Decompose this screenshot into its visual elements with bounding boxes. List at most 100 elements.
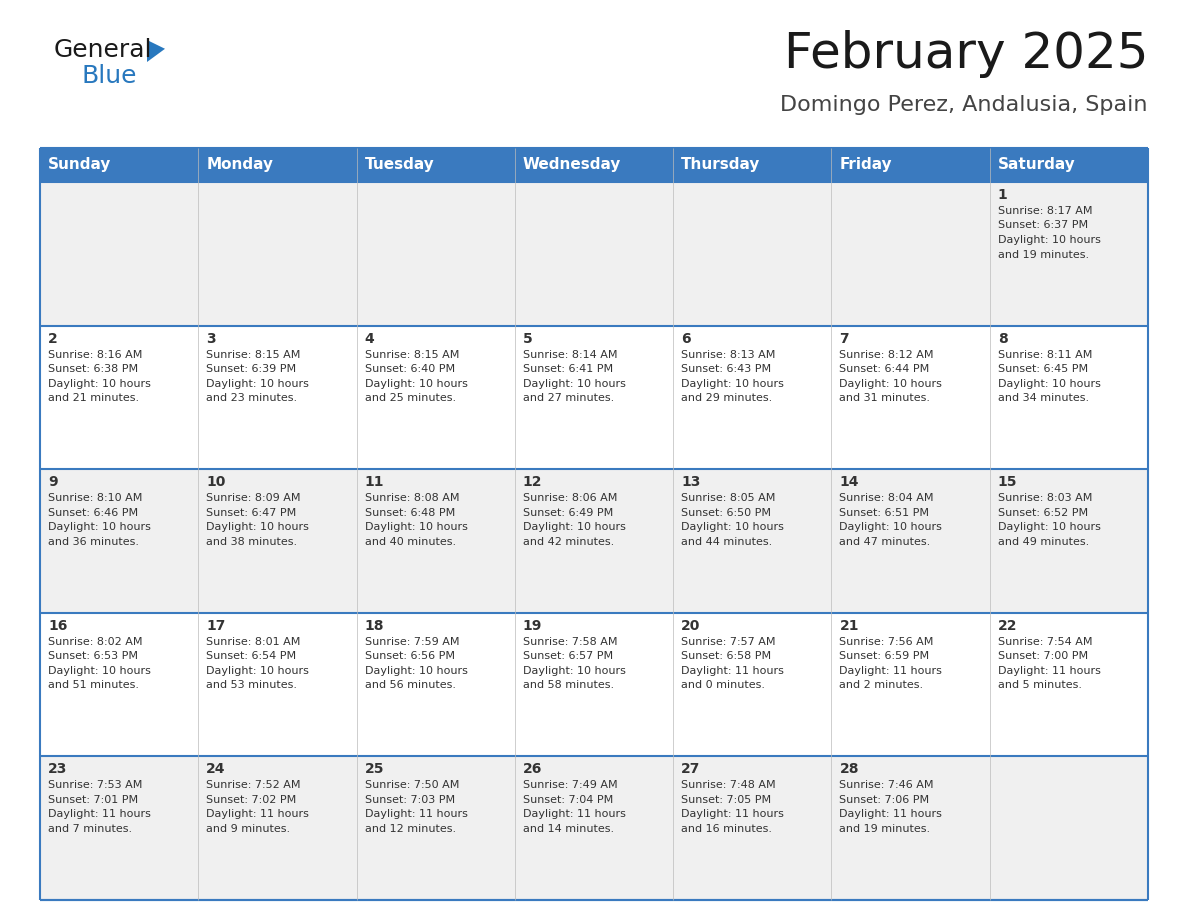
- Text: Daylight: 11 hours: Daylight: 11 hours: [207, 810, 309, 820]
- Text: Sunset: 6:57 PM: Sunset: 6:57 PM: [523, 651, 613, 661]
- Text: 7: 7: [840, 331, 849, 345]
- Text: Sunrise: 8:12 AM: Sunrise: 8:12 AM: [840, 350, 934, 360]
- Text: and 2 minutes.: and 2 minutes.: [840, 680, 923, 690]
- Text: Sunset: 7:04 PM: Sunset: 7:04 PM: [523, 795, 613, 805]
- Text: and 21 minutes.: and 21 minutes.: [48, 393, 139, 403]
- Text: and 12 minutes.: and 12 minutes.: [365, 823, 456, 834]
- Text: Daylight: 10 hours: Daylight: 10 hours: [207, 666, 309, 676]
- Text: Daylight: 11 hours: Daylight: 11 hours: [840, 666, 942, 676]
- Text: and 36 minutes.: and 36 minutes.: [48, 537, 139, 547]
- Text: Sunset: 6:37 PM: Sunset: 6:37 PM: [998, 220, 1088, 230]
- Text: Saturday: Saturday: [998, 158, 1075, 173]
- Text: Daylight: 10 hours: Daylight: 10 hours: [681, 522, 784, 532]
- Text: 9: 9: [48, 476, 58, 489]
- Text: Sunrise: 8:01 AM: Sunrise: 8:01 AM: [207, 637, 301, 647]
- Text: Sunset: 6:56 PM: Sunset: 6:56 PM: [365, 651, 455, 661]
- Text: Daylight: 10 hours: Daylight: 10 hours: [365, 522, 467, 532]
- Text: 11: 11: [365, 476, 384, 489]
- Text: Tuesday: Tuesday: [365, 158, 435, 173]
- Text: Daylight: 10 hours: Daylight: 10 hours: [523, 522, 626, 532]
- Text: and 34 minutes.: and 34 minutes.: [998, 393, 1089, 403]
- Text: and 19 minutes.: and 19 minutes.: [998, 250, 1089, 260]
- Text: Sunset: 7:00 PM: Sunset: 7:00 PM: [998, 651, 1088, 661]
- Text: Sunset: 6:44 PM: Sunset: 6:44 PM: [840, 364, 930, 375]
- Text: Sunset: 6:45 PM: Sunset: 6:45 PM: [998, 364, 1088, 375]
- Text: 13: 13: [681, 476, 701, 489]
- Text: Daylight: 10 hours: Daylight: 10 hours: [207, 522, 309, 532]
- Text: Sunrise: 8:15 AM: Sunrise: 8:15 AM: [365, 350, 459, 360]
- Text: and 38 minutes.: and 38 minutes.: [207, 537, 297, 547]
- Text: February 2025: February 2025: [784, 30, 1148, 78]
- Text: Daylight: 10 hours: Daylight: 10 hours: [840, 378, 942, 388]
- Text: Sunrise: 7:49 AM: Sunrise: 7:49 AM: [523, 780, 618, 790]
- Text: Sunset: 7:03 PM: Sunset: 7:03 PM: [365, 795, 455, 805]
- Bar: [40, 182, 1148, 326]
- Text: and 29 minutes.: and 29 minutes.: [681, 393, 772, 403]
- Text: Daylight: 10 hours: Daylight: 10 hours: [998, 522, 1100, 532]
- Text: Sunrise: 7:58 AM: Sunrise: 7:58 AM: [523, 637, 618, 647]
- Bar: [40, 148, 1148, 182]
- Text: Sunrise: 8:13 AM: Sunrise: 8:13 AM: [681, 350, 776, 360]
- Text: and 44 minutes.: and 44 minutes.: [681, 537, 772, 547]
- Text: and 25 minutes.: and 25 minutes.: [365, 393, 456, 403]
- Text: and 31 minutes.: and 31 minutes.: [840, 393, 930, 403]
- Text: Daylight: 10 hours: Daylight: 10 hours: [48, 378, 151, 388]
- Text: Sunset: 6:47 PM: Sunset: 6:47 PM: [207, 508, 297, 518]
- Text: 23: 23: [48, 763, 68, 777]
- Text: and 19 minutes.: and 19 minutes.: [840, 823, 930, 834]
- Text: 10: 10: [207, 476, 226, 489]
- Text: and 5 minutes.: and 5 minutes.: [998, 680, 1082, 690]
- Text: Daylight: 10 hours: Daylight: 10 hours: [523, 378, 626, 388]
- Text: 2: 2: [48, 331, 58, 345]
- Text: Sunrise: 7:54 AM: Sunrise: 7:54 AM: [998, 637, 1092, 647]
- Text: 25: 25: [365, 763, 384, 777]
- Text: Sunrise: 7:50 AM: Sunrise: 7:50 AM: [365, 780, 459, 790]
- Text: Daylight: 11 hours: Daylight: 11 hours: [998, 666, 1100, 676]
- Text: 20: 20: [681, 619, 701, 633]
- Bar: [40, 469, 1148, 613]
- Bar: [40, 613, 1148, 756]
- Text: Sunset: 7:01 PM: Sunset: 7:01 PM: [48, 795, 138, 805]
- Text: Sunset: 6:58 PM: Sunset: 6:58 PM: [681, 651, 771, 661]
- Text: Daylight: 11 hours: Daylight: 11 hours: [48, 810, 151, 820]
- Text: Daylight: 11 hours: Daylight: 11 hours: [365, 810, 467, 820]
- Text: Sunrise: 8:10 AM: Sunrise: 8:10 AM: [48, 493, 143, 503]
- Text: Sunset: 6:46 PM: Sunset: 6:46 PM: [48, 508, 138, 518]
- Text: Sunset: 6:39 PM: Sunset: 6:39 PM: [207, 364, 297, 375]
- Text: 4: 4: [365, 331, 374, 345]
- Text: 21: 21: [840, 619, 859, 633]
- Text: 22: 22: [998, 619, 1017, 633]
- Text: and 49 minutes.: and 49 minutes.: [998, 537, 1089, 547]
- Text: Sunrise: 8:05 AM: Sunrise: 8:05 AM: [681, 493, 776, 503]
- Text: 24: 24: [207, 763, 226, 777]
- Text: Blue: Blue: [82, 64, 138, 88]
- Text: Daylight: 11 hours: Daylight: 11 hours: [523, 810, 626, 820]
- Text: 18: 18: [365, 619, 384, 633]
- Text: Sunset: 7:02 PM: Sunset: 7:02 PM: [207, 795, 297, 805]
- Text: Sunrise: 7:52 AM: Sunrise: 7:52 AM: [207, 780, 301, 790]
- Text: Wednesday: Wednesday: [523, 158, 621, 173]
- Text: Sunset: 7:05 PM: Sunset: 7:05 PM: [681, 795, 771, 805]
- Text: Sunset: 6:38 PM: Sunset: 6:38 PM: [48, 364, 138, 375]
- Text: Sunset: 6:53 PM: Sunset: 6:53 PM: [48, 651, 138, 661]
- Text: Daylight: 10 hours: Daylight: 10 hours: [840, 522, 942, 532]
- Text: 16: 16: [48, 619, 68, 633]
- Text: Daylight: 10 hours: Daylight: 10 hours: [681, 378, 784, 388]
- Text: Domingo Perez, Andalusia, Spain: Domingo Perez, Andalusia, Spain: [781, 95, 1148, 115]
- Text: Sunset: 7:06 PM: Sunset: 7:06 PM: [840, 795, 929, 805]
- Text: and 53 minutes.: and 53 minutes.: [207, 680, 297, 690]
- Text: and 7 minutes.: and 7 minutes.: [48, 823, 132, 834]
- Text: Sunrise: 8:08 AM: Sunrise: 8:08 AM: [365, 493, 459, 503]
- Text: Sunrise: 8:11 AM: Sunrise: 8:11 AM: [998, 350, 1092, 360]
- Text: and 40 minutes.: and 40 minutes.: [365, 537, 456, 547]
- Text: Sunset: 6:43 PM: Sunset: 6:43 PM: [681, 364, 771, 375]
- Text: Sunset: 6:49 PM: Sunset: 6:49 PM: [523, 508, 613, 518]
- Text: Sunrise: 8:06 AM: Sunrise: 8:06 AM: [523, 493, 618, 503]
- Text: and 16 minutes.: and 16 minutes.: [681, 823, 772, 834]
- Text: Sunrise: 7:53 AM: Sunrise: 7:53 AM: [48, 780, 143, 790]
- Text: Sunrise: 8:04 AM: Sunrise: 8:04 AM: [840, 493, 934, 503]
- Text: 14: 14: [840, 476, 859, 489]
- Text: Sunrise: 8:03 AM: Sunrise: 8:03 AM: [998, 493, 1092, 503]
- Text: 15: 15: [998, 476, 1017, 489]
- Text: and 23 minutes.: and 23 minutes.: [207, 393, 297, 403]
